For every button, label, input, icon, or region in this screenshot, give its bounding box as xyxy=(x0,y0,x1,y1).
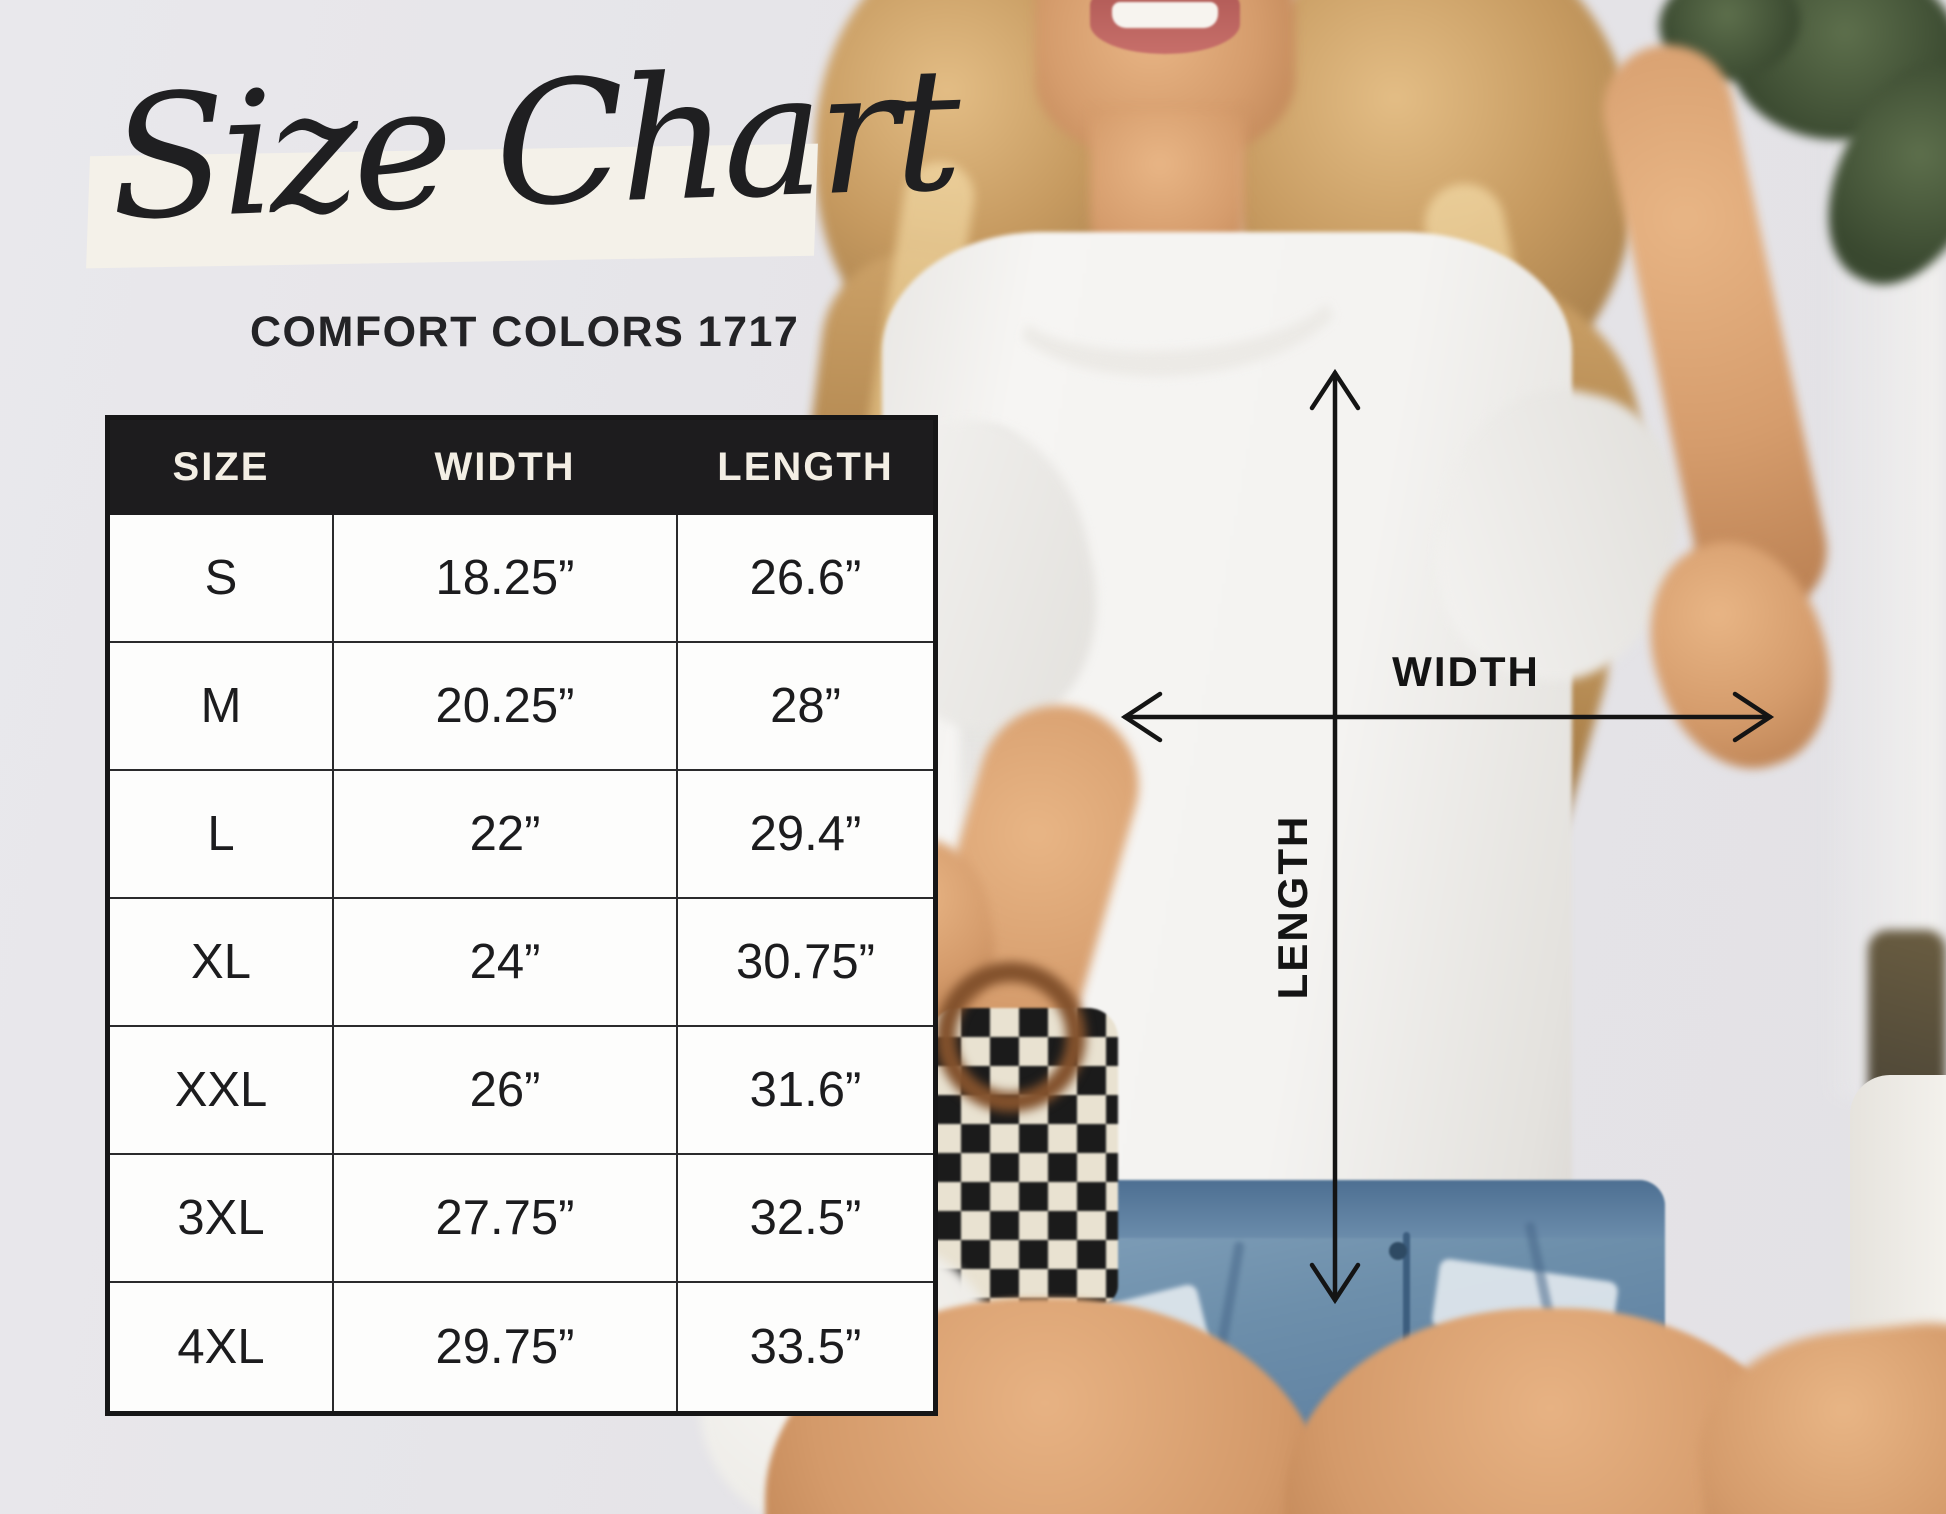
cell-length: 29.4” xyxy=(678,771,933,899)
cell-size: XXL xyxy=(110,1027,334,1155)
cell-width: 22” xyxy=(334,771,678,899)
cell-size: 3XL xyxy=(110,1155,334,1283)
button xyxy=(1389,1242,1407,1260)
subtitle: COMFORT COLORS 1717 xyxy=(250,308,800,356)
cell-width: 24” xyxy=(334,899,678,1027)
cell-length: 26.6” xyxy=(678,515,933,643)
cell-width: 27.75” xyxy=(334,1155,678,1283)
teeth xyxy=(1112,2,1218,28)
cell-size: S xyxy=(110,515,334,643)
cell-length: 33.5” xyxy=(678,1283,933,1411)
cell-length: 28” xyxy=(678,643,933,771)
cell-width: 18.25” xyxy=(334,515,678,643)
cell-size: XL xyxy=(110,899,334,1027)
cell-width: 20.25” xyxy=(334,643,678,771)
cell-size: 4XL xyxy=(110,1283,334,1411)
size-chart-table: SIZE WIDTH LENGTH S 18.25” 26.6” M 20.25” 28”… xyxy=(105,415,938,1416)
planter-pot xyxy=(1850,1075,1946,1355)
cell-width: 26” xyxy=(334,1027,678,1155)
cell-size: M xyxy=(110,643,334,771)
lips-smile xyxy=(1090,0,1240,54)
column-header-size: SIZE xyxy=(110,420,334,515)
cell-length: 30.75” xyxy=(678,899,933,1027)
column-header-length: LENGTH xyxy=(678,420,933,515)
cell-size: L xyxy=(110,771,334,899)
cell-length: 31.6” xyxy=(678,1027,933,1155)
length-arrow-label: LENGTH xyxy=(1269,814,1316,1000)
cell-length: 32.5” xyxy=(678,1155,933,1283)
cell-width: 29.75” xyxy=(334,1283,678,1411)
width-arrow-label: WIDTH xyxy=(1392,648,1540,695)
column-header-width: WIDTH xyxy=(334,420,678,515)
